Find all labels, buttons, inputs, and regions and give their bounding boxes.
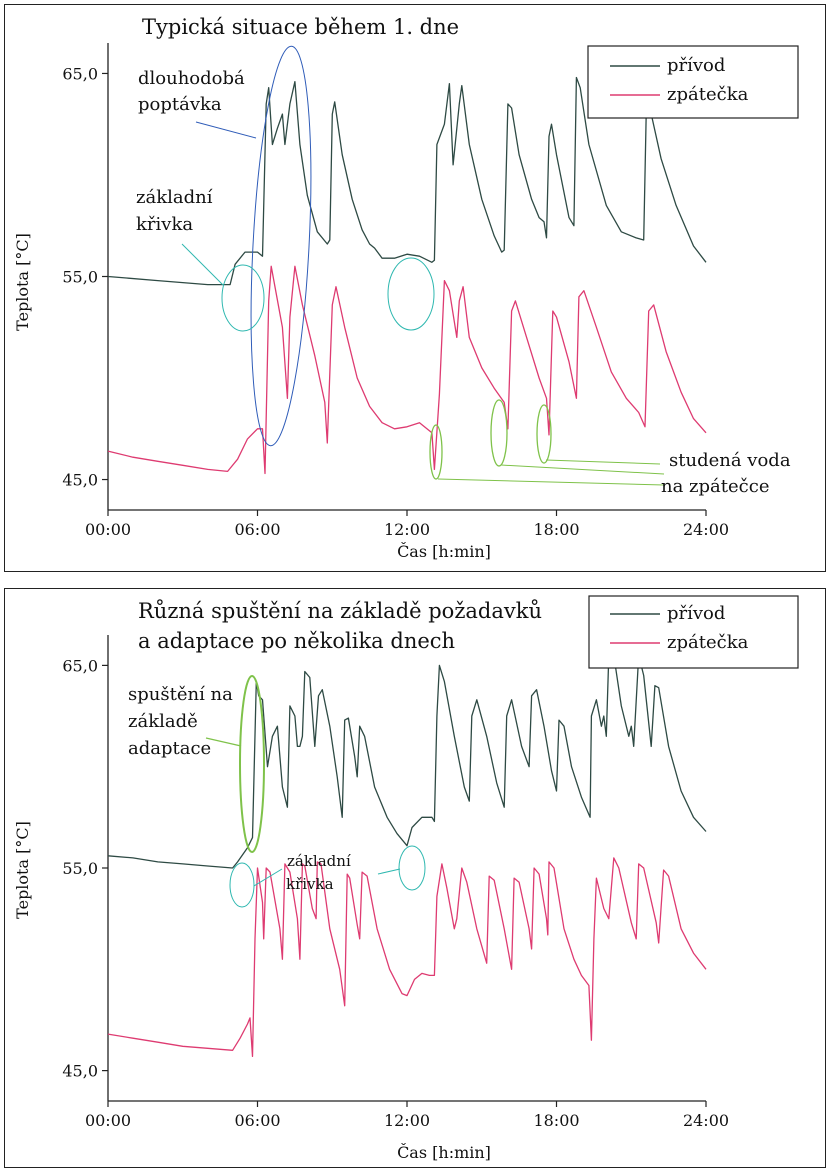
annotation-ellipse-studena-voda-c [536, 404, 552, 464]
annotation-leader-zakladni-krivka [181, 243, 224, 286]
annotation-ellipse-zakladni-krivka-b [387, 257, 435, 331]
annotation-leader-zakladni-krivka-c [253, 868, 283, 887]
annotation-zakladni-krivka-line1: základní [136, 187, 213, 208]
x-tick-label: 00:00 [85, 1111, 131, 1130]
chart-1-title: Typická situace během 1. dne [142, 15, 459, 39]
legend-box [587, 45, 799, 119]
y-tick-label: 55,0 [62, 859, 98, 878]
annotation-zakladni-krivka2-line1: základní [287, 852, 351, 870]
y-tick-label: 65,0 [62, 64, 98, 83]
annotation-ellipse-zakladni-krivka-c [229, 862, 255, 908]
annotation-leader-spusteni-adaptace [205, 737, 242, 747]
x-tick-label: 24:00 [683, 1111, 729, 1130]
chart-2-title-line2: a adaptace po několika dnech [138, 629, 455, 653]
annotation-leader-studena-voda-a [437, 478, 665, 486]
annotation-spusteni-line1: spuštění na [128, 684, 233, 705]
y-tick-label: 65,0 [62, 656, 98, 675]
y-tick-label: 45,0 [62, 1062, 98, 1081]
chart-1-ylabel: Teplota [°C] [13, 233, 32, 331]
annotation-ellipse-zakladni-krivka-d [398, 845, 426, 891]
annotation-zakladni-krivka2-line2: křivka [286, 875, 334, 893]
chart-2-xlabel: Čas [h:min] [397, 1142, 491, 1162]
annotation-dlouhodoba-poptavka-line2: poptávka [138, 94, 222, 115]
chart-1-xlabel: Čas [h:min] [397, 541, 491, 561]
chart-2-title-line1: Různá spuštění na základě požadavků [138, 599, 542, 623]
y-tick-label: 45,0 [62, 471, 98, 490]
annotation-studena-voda-line2: na zpátečce [661, 476, 769, 497]
y-tick-label: 55,0 [62, 268, 98, 287]
series-line-privod [107, 76, 707, 286]
legend-label-privod: přívod [667, 55, 725, 76]
chart-2-ylabel: Teplota [°C] [13, 821, 32, 919]
annotation-ellipse-spusteni-adaptace [239, 675, 265, 853]
chart-1-legend: přívod zpátečka [587, 45, 799, 119]
annotation-zakladni-krivka-line2: křivka [136, 214, 193, 235]
legend-box [588, 595, 799, 669]
legend-label-zpatecka: zpátečka [667, 632, 749, 653]
annotation-spusteni-line2: základě [128, 711, 198, 732]
annotation-leader-studena-voda-c [545, 459, 661, 465]
series-line-zpatecka [107, 857, 707, 1058]
x-tick-label: 24:00 [683, 520, 729, 539]
x-tick-label: 06:00 [234, 1111, 280, 1130]
x-tick-label: 00:00 [85, 520, 131, 539]
annotation-studena-voda-line1: studená voda [669, 450, 791, 471]
annotation-leader-zakladni-krivka-d [377, 868, 401, 875]
annotation-ellipse-zakladni-krivka-a [221, 264, 265, 332]
series-line-zpatecka [107, 265, 707, 475]
x-tick-label: 18:00 [533, 1111, 579, 1130]
annotation-ellipse-studena-voda-b [490, 399, 508, 467]
annotation-leader-studena-voda-b [500, 464, 665, 475]
x-tick-label: 12:00 [384, 520, 430, 539]
annotation-dlouhodoba-poptavka-line1: dlouhodobá [138, 68, 245, 89]
annotation-spusteni-line3: adaptace [128, 738, 211, 759]
chart-panel-2 [4, 588, 826, 1168]
x-tick-label: 18:00 [533, 520, 579, 539]
x-tick-label: 06:00 [234, 520, 280, 539]
annotation-ellipse-studena-voda-a [429, 424, 443, 480]
annotation-ellipse-dlouhodoba-poptavka [250, 45, 312, 447]
legend-label-zpatecka: zpátečka [667, 84, 749, 105]
legend-label-privod: přívod [667, 603, 725, 624]
annotation-leader-dlouhodoba-poptavka [195, 121, 257, 139]
chart-2-legend: přívod zpátečka [588, 595, 799, 669]
x-tick-label: 12:00 [384, 1111, 430, 1130]
series-line-privod [107, 654, 707, 869]
